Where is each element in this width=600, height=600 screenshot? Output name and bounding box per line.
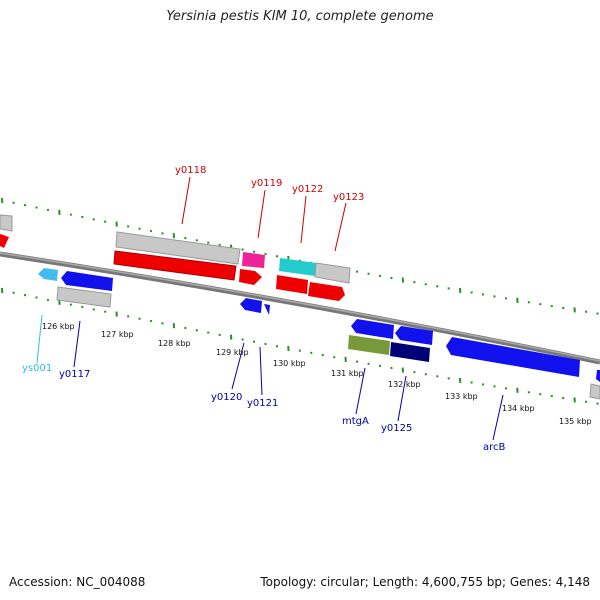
scale-label: 133 kbp [445,392,478,401]
scale-label: 129 kbp [216,348,249,357]
gene-label-y0122[interactable]: y0122 [292,184,323,195]
map-title: Yersinia pestis KIM 10, complete genome [166,9,434,24]
feature-gray [314,262,351,284]
feature-gray [0,214,13,232]
gene-label-arcB[interactable]: arcB [483,442,506,453]
feature-blue-arrow [240,298,262,313]
gene-label-y0123[interactable]: y0123 [333,192,364,203]
feature-blue-arrow [351,319,394,339]
gene-label-y0118[interactable]: y0118 [175,165,206,176]
feature-olive [348,335,390,355]
feature-gray [589,383,600,400]
gene-label-y0119[interactable]: y0119 [251,178,282,189]
feature-lightblue-arrow [38,268,58,281]
gene-label-y0117[interactable]: y0117 [59,369,90,380]
scale-label: 134 kbp [502,404,535,413]
scale-label: 128 kbp [158,339,191,348]
genome-summary-text: Topology: circular; Length: 4,600,755 bp… [260,575,590,589]
genome-backbone [0,251,600,365]
feature-red [113,250,237,281]
scale-label: 126 kbp [42,322,75,331]
feature-blue-arrow [61,271,113,291]
gene-label-y0121[interactable]: y0121 [247,398,278,409]
feature-magenta [242,252,265,268]
scale-label: 127 kbp [101,330,134,339]
gene-label-y0120[interactable]: y0120 [211,392,242,403]
feature-red-arrow [239,269,262,285]
scale-label: 130 kbp [273,359,306,368]
outer-tick-track [1,197,599,315]
feature-blue-arrow [596,370,600,382]
gene-label-y0125[interactable]: y0125 [381,423,412,434]
scale-label: 135 kbp [559,417,592,426]
feature-red-arrow [308,282,345,301]
feature-navy [390,342,430,362]
inner-tick-track [1,287,599,405]
scale-label: 132 kbp [388,380,421,389]
feature-blue-arrow [264,304,270,315]
accession-text: Accession: NC_004088 [9,575,146,589]
feature-gray [56,286,112,308]
feature-blue-arrow [395,326,433,345]
feature-gray [115,231,241,265]
gene-label-ys001[interactable]: ys001 [22,363,52,374]
gene-leaders [36,176,504,441]
scale-label: 131 kbp [331,369,364,378]
feature-red-arrow [276,275,308,294]
gene-label-mtgA[interactable]: mtgA [342,416,369,427]
feature-cyan [279,258,316,276]
feature-track-inner [38,268,600,400]
feature-red-arrow [0,234,9,248]
feature-track-outer [0,214,351,301]
feature-blue-arrow [446,337,580,377]
